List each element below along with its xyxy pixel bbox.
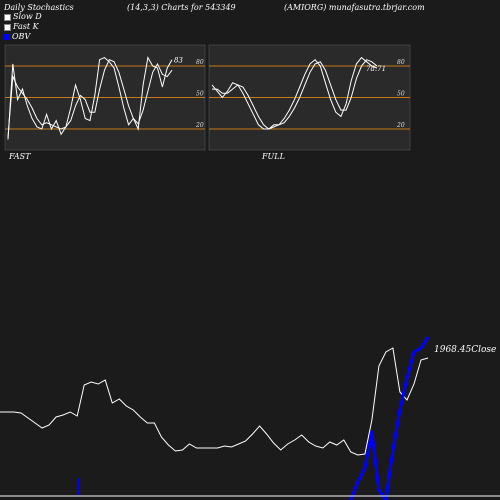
full-fast-k-line: [211, 56, 378, 130]
header-title-left: Daily Stochastics: [4, 3, 74, 12]
header-title-center: (14,3,3) Charts for 543349: [127, 3, 236, 12]
legend-obv-swatch: [4, 34, 10, 40]
full-tick-label-20: 20: [396, 122, 405, 129]
close-suffix: Close: [471, 345, 496, 355]
obv-line: [349, 336, 430, 500]
legend-obv-label: OBV: [12, 32, 31, 41]
full-tick-label-50: 50: [397, 91, 405, 98]
legend-fast-k-swatch: [4, 23, 11, 31]
fast-tick-label-20: 20: [195, 122, 204, 129]
legend-fast-k: Fast K: [4, 22, 39, 32]
close-last-value-label: 1968.45Close: [434, 345, 496, 355]
full-last-value-label: 78.71: [366, 65, 386, 73]
legend-obv: OBV: [4, 32, 30, 42]
legend-slow-d-label: Slow D: [13, 12, 42, 21]
fast-slow-d-line: [7, 59, 173, 138]
legend-slow-d: Slow D: [4, 12, 42, 22]
legend-fast-k-label: Fast K: [13, 22, 39, 31]
close-price-line: [0, 347, 429, 456]
fast-tick-label-80: 80: [196, 59, 204, 66]
full-tick-label-80: 80: [397, 59, 405, 66]
fast-panel-title: FAST: [8, 152, 31, 161]
close-last-value: 1968.45: [434, 345, 471, 355]
fast-last-value-label: 83: [174, 57, 183, 65]
fast-fast-k-line: [7, 56, 173, 140]
full-panel-title: FULL: [261, 152, 285, 161]
fast-tick-label-50: 50: [196, 91, 204, 98]
header-title-right: (AMIORG) munafasutra.tbrjar.com: [284, 3, 425, 12]
full-slow-d-line: [212, 59, 378, 130]
legend-slow-d-swatch: [4, 13, 11, 21]
